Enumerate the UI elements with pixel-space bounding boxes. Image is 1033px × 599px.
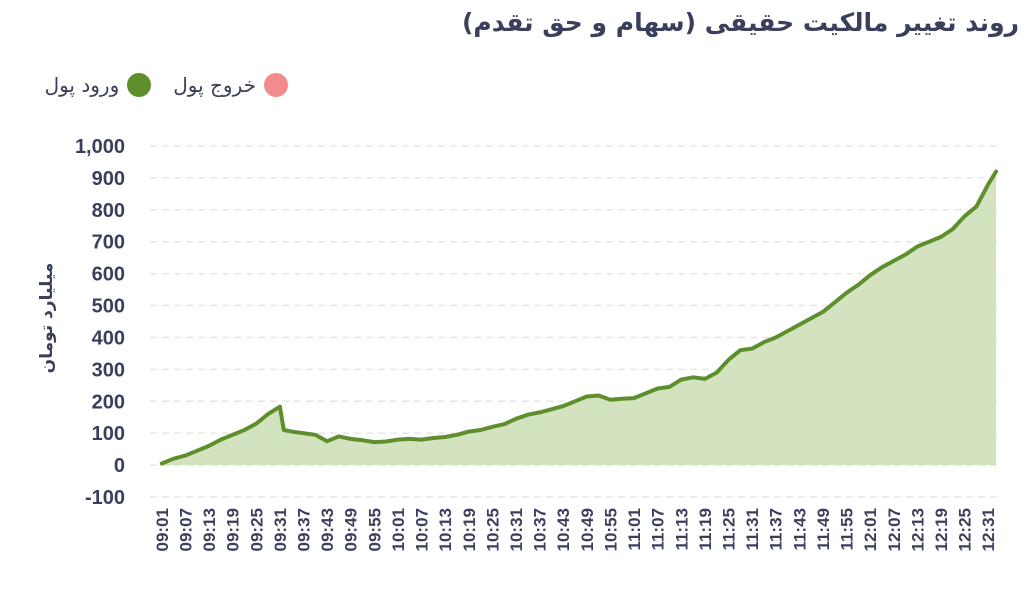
x-tick-label: 10:25 [483, 508, 502, 551]
x-tick-label: 11:07 [649, 508, 668, 551]
y-tick-label: 800 [92, 200, 125, 222]
x-tick-label: 11:49 [814, 508, 833, 551]
x-tick-label: 11:25 [719, 508, 738, 551]
x-tick-label: 09:19 [224, 508, 243, 551]
x-tick-label: 09:13 [200, 508, 219, 551]
x-tick-label: 12:01 [861, 508, 880, 551]
y-tick-label: 100 [92, 423, 125, 445]
x-tick-label: 12:31 [979, 508, 998, 551]
y-tick-label: 200 [92, 391, 125, 413]
x-tick-label: 10:43 [554, 508, 573, 551]
x-tick-label: 10:13 [436, 508, 455, 551]
x-tick-label: 11:37 [767, 508, 786, 551]
y-axis-label: میلیارد تومان [37, 263, 57, 374]
legend-inflow-label: ورود پول [44, 73, 120, 97]
x-tick-label: 11:13 [672, 508, 691, 551]
chart-title: روند تغییر مالکیت حقیقی (سهام و حق تقدم) [462, 8, 1019, 37]
x-tick-label: 11:01 [625, 508, 644, 551]
legend: ورود پول خروج پول [45, 70, 288, 100]
x-tick-label: 10:49 [578, 508, 597, 551]
x-tick-label: 09:55 [365, 508, 384, 551]
x-tick-label: 10:37 [531, 508, 550, 551]
x-tick-label: 12:13 [908, 508, 927, 551]
y-tick-label: 700 [92, 232, 125, 254]
y-tick-label: 900 [92, 168, 125, 190]
inflow-dot-icon [127, 73, 152, 97]
x-axis-ticks: 09:01 09:07 09:13 09:19 09:25 09:31 09:37 09:43… [153, 508, 998, 551]
y-tick-label: 500 [92, 296, 125, 318]
legend-item-outflow[interactable]: خروج پول [173, 73, 288, 97]
x-tick-label: 11:19 [696, 508, 715, 551]
x-tick-label: 09:49 [342, 508, 361, 551]
y-tick-label: 400 [92, 327, 125, 349]
x-tick-label: 12:25 [956, 508, 975, 551]
legend-item-inflow[interactable]: ورود پول [45, 73, 152, 97]
y-tick-label: 600 [92, 264, 125, 286]
x-tick-label: 11:31 [743, 508, 762, 551]
series-group [159, 169, 999, 466]
x-tick-label: 09:07 [176, 508, 195, 551]
inflow-area [161, 171, 997, 466]
x-tick-label: 09:25 [247, 508, 266, 551]
x-tick-label: 11:43 [790, 508, 809, 551]
x-tick-label: 09:37 [294, 508, 313, 551]
x-tick-label: 10:31 [507, 508, 526, 551]
x-tick-label: 09:01 [153, 508, 172, 551]
x-tick-label: 10:55 [601, 508, 620, 551]
outflow-dot-icon [264, 73, 288, 97]
legend-outflow-label: خروج پول [173, 73, 256, 97]
x-tick-label: 12:07 [885, 508, 904, 551]
inflow-line[interactable] [159, 169, 999, 466]
y-axis-ticks: -100 0 100 200 300 400 500 600 700 800 900 1,000 [75, 136, 125, 509]
x-tick-label: 09:31 [271, 508, 290, 551]
y-tick-label: 1,000 [75, 136, 125, 158]
x-tick-label: 10:07 [413, 508, 432, 551]
x-tick-label: 09:43 [318, 508, 337, 551]
x-tick-label: 12:19 [932, 508, 951, 551]
x-tick-label: 11:55 [838, 508, 857, 551]
y-tick-label: 0 [114, 455, 125, 477]
x-tick-label: 10:01 [389, 508, 408, 551]
y-tick-label: -100 [85, 487, 125, 509]
x-tick-label: 10:19 [460, 508, 479, 551]
y-tick-label: 300 [92, 359, 125, 381]
